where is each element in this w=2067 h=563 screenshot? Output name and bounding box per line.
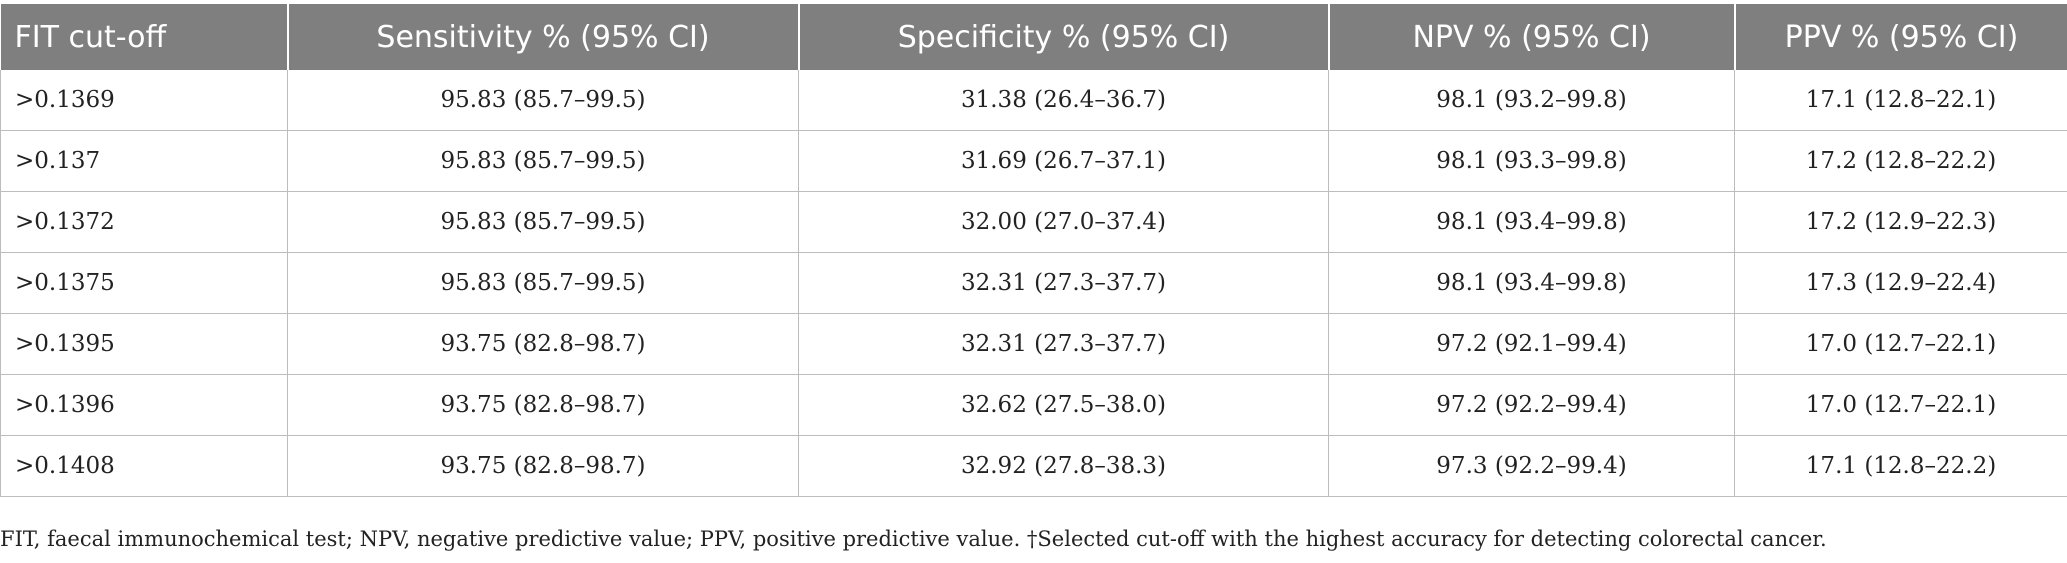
cell-npv: 97.2 (92.1–99.4) [1328,313,1735,375]
header-ppv: PPV % (95% CI) [1733,4,2067,70]
table-row: >0.1372 95.83 (85.7–99.5) 32.00 (27.0–37… [0,191,2067,253]
cell-npv: 98.1 (93.2–99.8) [1328,70,1735,131]
cell-sensitivity: 93.75 (82.8–98.7) [287,374,799,436]
cell-sensitivity: 93.75 (82.8–98.7) [287,313,799,375]
cell-ppv: 17.1 (12.8–22.1) [1734,70,2067,131]
cell-fit-cutoff: >0.1369 [0,70,288,131]
cell-npv: 97.2 (92.2–99.4) [1328,374,1735,436]
cell-sensitivity: 95.83 (85.7–99.5) [287,70,799,131]
cell-npv: 97.3 (92.2–99.4) [1328,435,1735,497]
cell-fit-cutoff: >0.1372 [0,191,288,253]
table-footnote: FIT, faecal immunochemical test; NPV, ne… [0,527,1827,551]
cell-fit-cutoff: >0.137 [0,130,288,192]
cell-sensitivity: 95.83 (85.7–99.5) [287,191,799,253]
cell-ppv: 17.2 (12.9–22.3) [1734,191,2067,253]
header-fit-cutoff: FIT cut-off [0,4,288,70]
table-body: >0.1369 95.83 (85.7–99.5) 31.38 (26.4–36… [0,70,2067,497]
cell-npv: 98.1 (93.4–99.8) [1328,191,1735,253]
header-specificity: Specificity % (95% CI) [797,4,1329,70]
cell-fit-cutoff: >0.1396 [0,374,288,436]
results-table-container: FIT cut-off Sensitivity % (95% CI) Speci… [0,4,2067,497]
cell-specificity: 31.38 (26.4–36.7) [798,70,1329,131]
table-row: >0.1369 95.83 (85.7–99.5) 31.38 (26.4–36… [0,70,2067,131]
cell-ppv: 17.1 (12.8–22.2) [1734,435,2067,497]
cell-ppv: 17.0 (12.7–22.1) [1734,374,2067,436]
cell-ppv: 17.0 (12.7–22.1) [1734,313,2067,375]
cell-npv: 98.1 (93.4–99.8) [1328,252,1735,314]
table-row: >0.1396 93.75 (82.8–98.7) 32.62 (27.5–38… [0,374,2067,436]
cell-sensitivity: 95.83 (85.7–99.5) [287,130,799,192]
cell-specificity: 32.62 (27.5–38.0) [798,374,1329,436]
cell-sensitivity: 95.83 (85.7–99.5) [287,252,799,314]
cell-specificity: 32.31 (27.3–37.7) [798,313,1329,375]
table-row: >0.1395 93.75 (82.8–98.7) 32.31 (27.3–37… [0,313,2067,375]
table-header: FIT cut-off Sensitivity % (95% CI) Speci… [0,4,2067,70]
header-sensitivity: Sensitivity % (95% CI) [286,4,799,70]
header-row: FIT cut-off Sensitivity % (95% CI) Speci… [0,4,2067,70]
cell-fit-cutoff: >0.1375 [0,252,288,314]
cell-fit-cutoff: >0.1408 [0,435,288,497]
cell-sensitivity: 93.75 (82.8–98.7) [287,435,799,497]
cell-specificity: 32.00 (27.0–37.4) [798,191,1329,253]
table-row: >0.137 95.83 (85.7–99.5) 31.69 (26.7–37.… [0,130,2067,192]
cell-npv: 98.1 (93.3–99.8) [1328,130,1735,192]
header-npv: NPV % (95% CI) [1327,4,1735,70]
cell-specificity: 31.69 (26.7–37.1) [798,130,1329,192]
table-row: >0.1375 95.83 (85.7–99.5) 32.31 (27.3–37… [0,252,2067,314]
cell-ppv: 17.2 (12.8–22.2) [1734,130,2067,192]
table-row: >0.1408 93.75 (82.8–98.7) 32.92 (27.8–38… [0,435,2067,497]
fit-cutoff-table: FIT cut-off Sensitivity % (95% CI) Speci… [0,4,2067,497]
cell-ppv: 17.3 (12.9–22.4) [1734,252,2067,314]
cell-specificity: 32.31 (27.3–37.7) [798,252,1329,314]
cell-specificity: 32.92 (27.8–38.3) [798,435,1329,497]
cell-fit-cutoff: >0.1395 [0,313,288,375]
